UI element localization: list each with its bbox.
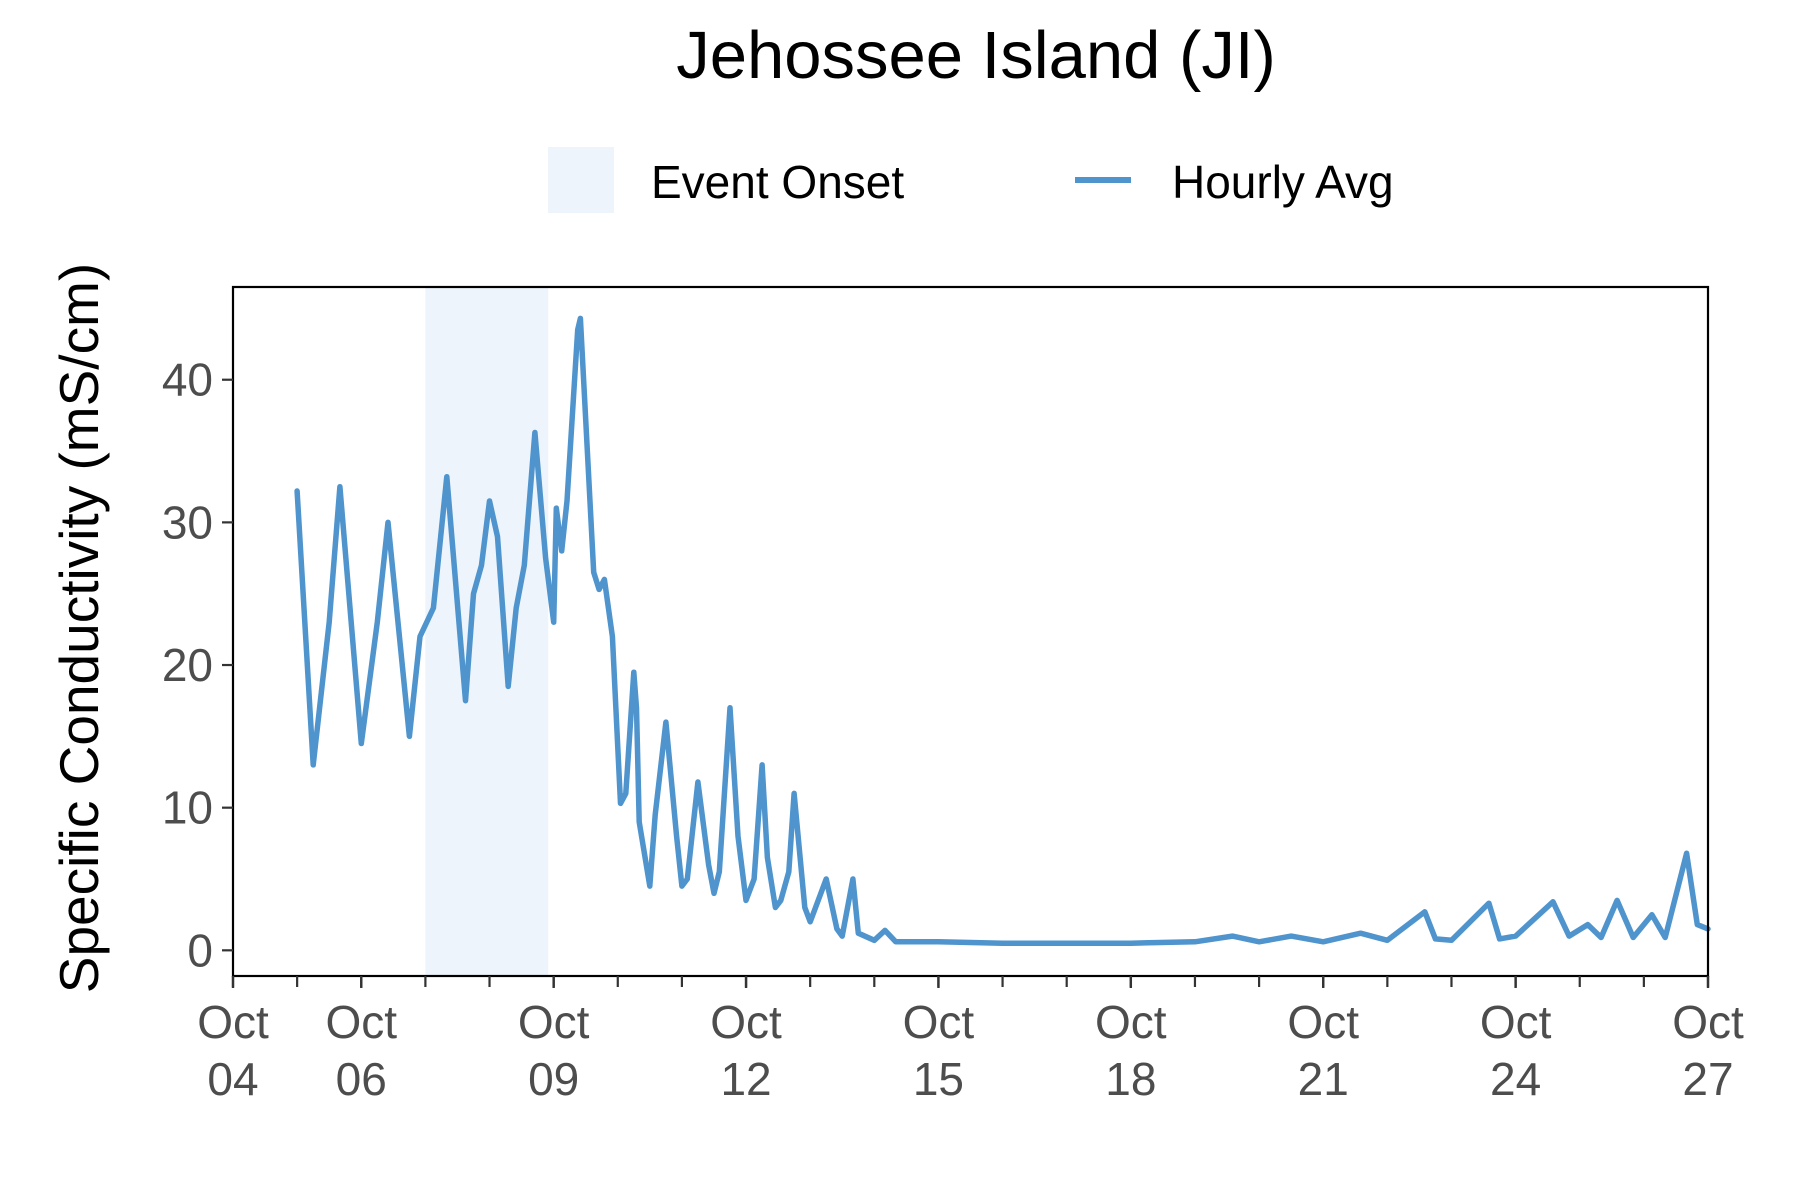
x-tick-label-day: 09	[528, 1053, 579, 1105]
x-tick-label-day: 12	[720, 1053, 771, 1105]
x-tick-label-month: Oct	[1095, 996, 1167, 1048]
legend-label-event-onset: Event Onset	[651, 156, 904, 208]
x-tick-label-month: Oct	[710, 996, 782, 1048]
x-tick-label-day: 04	[207, 1053, 258, 1105]
y-tick-label: 40	[162, 354, 213, 406]
y-tick-label: 10	[162, 782, 213, 834]
x-tick-label-day: 15	[913, 1053, 964, 1105]
x-tick-label-month: Oct	[1287, 996, 1359, 1048]
y-tick-label: 20	[162, 639, 213, 691]
plot-area: 010203040Oct04Oct06Oct09Oct12Oct15Oct18O…	[162, 285, 1744, 1105]
y-tick-label: 30	[162, 496, 213, 548]
x-tick-label-day: 06	[336, 1053, 387, 1105]
legend-label-hourly-avg: Hourly Avg	[1172, 156, 1394, 208]
y-axis-label: Specific Conductivity (mS/cm)	[48, 263, 110, 993]
x-tick-label-day: 27	[1682, 1053, 1733, 1105]
x-tick-label-month: Oct	[1480, 996, 1552, 1048]
legend-key-event-onset	[548, 147, 614, 213]
chart-title: Jehossee Island (JI)	[676, 18, 1276, 93]
x-tick-label-month: Oct	[518, 996, 590, 1048]
event-onset-band	[425, 287, 549, 976]
x-tick-label-month: Oct	[197, 996, 269, 1048]
x-tick-label-month: Oct	[1672, 996, 1744, 1048]
x-tick-label-month: Oct	[903, 996, 975, 1048]
x-tick-label-day: 24	[1490, 1053, 1541, 1105]
series-line-hourly-avg	[294, 315, 1711, 946]
y-tick-label: 0	[187, 924, 213, 976]
x-tick-label-day: 21	[1298, 1053, 1349, 1105]
x-tick-label-day: 18	[1105, 1053, 1156, 1105]
plot-border	[231, 285, 1710, 978]
x-tick-label-month: Oct	[325, 996, 397, 1048]
legend: Event Onset Hourly Avg	[548, 147, 1394, 213]
